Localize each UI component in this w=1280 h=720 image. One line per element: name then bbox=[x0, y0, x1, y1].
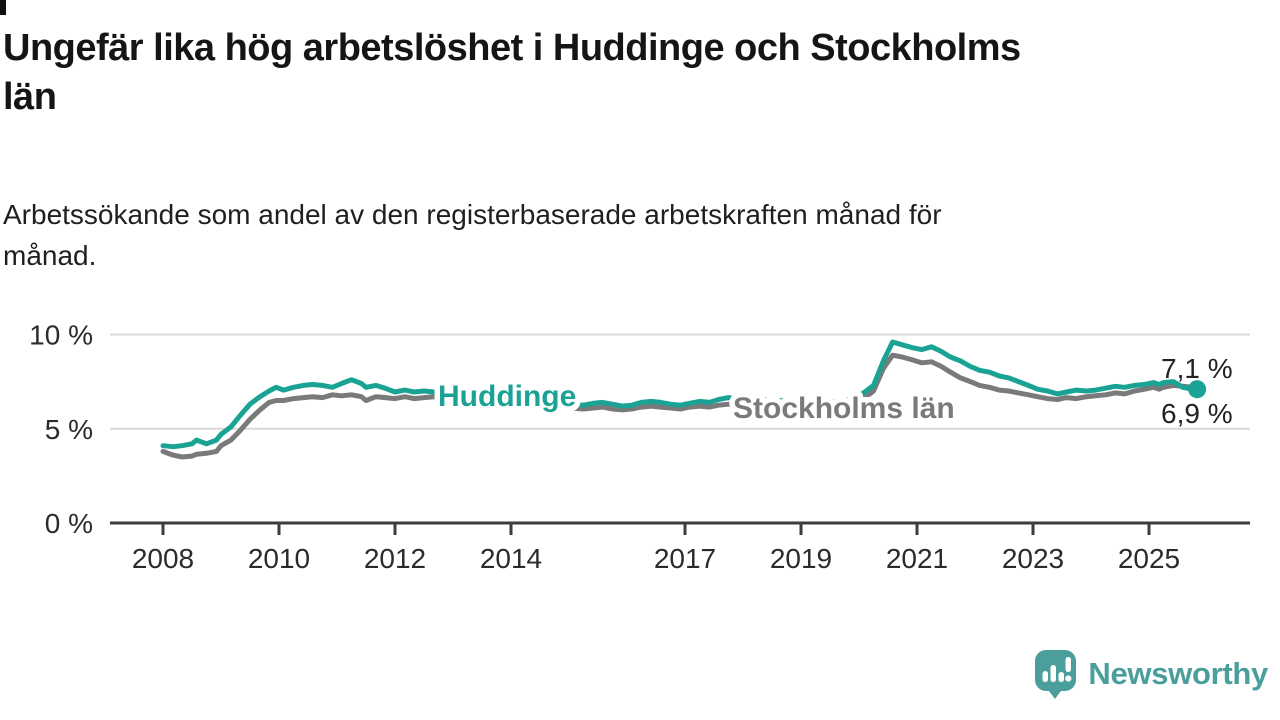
y-tick-label: 0 % bbox=[45, 508, 93, 539]
x-tick-label: 2012 bbox=[364, 543, 426, 574]
x-tick-label: 2010 bbox=[248, 543, 310, 574]
x-tick-label: 2008 bbox=[132, 543, 194, 574]
newsworthy-wordmark: Newsworthy bbox=[1088, 656, 1268, 691]
latest-value-dot bbox=[1188, 380, 1207, 399]
newsworthy-branding: Newsworthy bbox=[1032, 648, 1268, 700]
crop-artifact-mark bbox=[0, 0, 6, 15]
chart-subtitle: Arbetssökande som andel av den registerb… bbox=[3, 199, 942, 271]
y-tick-label: 5 % bbox=[45, 414, 93, 445]
series-line-huddinge bbox=[160, 339, 1200, 450]
series-line-stockholms-lan bbox=[160, 352, 1200, 460]
end-value-label-huddinge: 7,1 % bbox=[1161, 353, 1233, 384]
x-tick-label: 2017 bbox=[654, 543, 716, 574]
newsworthy-speech-bubble-chart-icon bbox=[1035, 650, 1077, 699]
chart-title: Ungefär lika hög arbetslöshet i Huddinge… bbox=[3, 27, 1021, 118]
x-tick-label: 2025 bbox=[1118, 543, 1180, 574]
series-label-stockholms-lan: Stockholms län bbox=[733, 392, 955, 425]
x-tick-label: 2021 bbox=[886, 543, 948, 574]
x-tick-label: 2019 bbox=[770, 543, 832, 574]
end-value-label-stockholms-lan: 6,9 % bbox=[1161, 398, 1233, 429]
y-tick-label: 10 % bbox=[29, 320, 93, 351]
x-tick-label: 2023 bbox=[1002, 543, 1064, 574]
x-tick-label: 2014 bbox=[480, 543, 542, 574]
series-label-huddinge: Huddinge bbox=[438, 380, 576, 413]
